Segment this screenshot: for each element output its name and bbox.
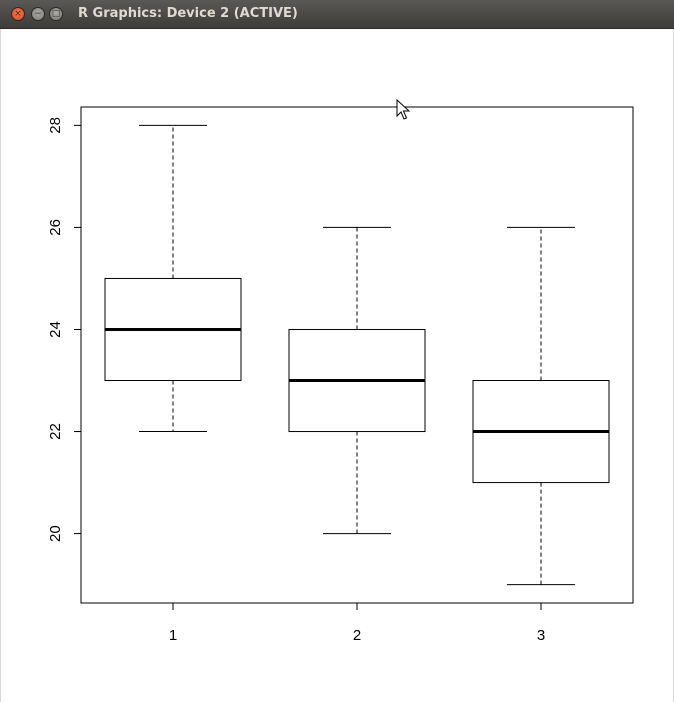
maximize-glyph: □ <box>51 8 61 19</box>
boxplot-chart: 20 22 24 26 28 1 2 3 <box>47 106 634 644</box>
y-tick-label-28: 28 <box>47 117 64 134</box>
y-tick-label-22: 22 <box>47 423 64 440</box>
x-tick-label-3: 3 <box>537 627 545 644</box>
title-bar[interactable]: × − □ R Graphics: Device 2 (ACTIVE) <box>0 0 674 29</box>
y-tick-label-24: 24 <box>47 321 64 338</box>
minimize-glyph: − <box>34 8 42 19</box>
y-tick-label-26: 26 <box>47 219 64 236</box>
mouse-cursor-icon <box>396 99 410 120</box>
y-tick-label-20: 20 <box>47 525 64 542</box>
graphics-canvas: 20 22 24 26 28 1 2 3 <box>0 29 674 702</box>
window-title: R Graphics: Device 2 (ACTIVE) <box>78 6 298 21</box>
close-icon[interactable]: × <box>11 7 25 21</box>
minimize-icon[interactable]: − <box>31 7 45 21</box>
close-glyph: × <box>14 8 22 19</box>
x-tick-label-2: 2 <box>353 627 361 644</box>
maximize-icon[interactable]: □ <box>49 7 63 21</box>
x-tick-label-1: 1 <box>169 627 177 644</box>
